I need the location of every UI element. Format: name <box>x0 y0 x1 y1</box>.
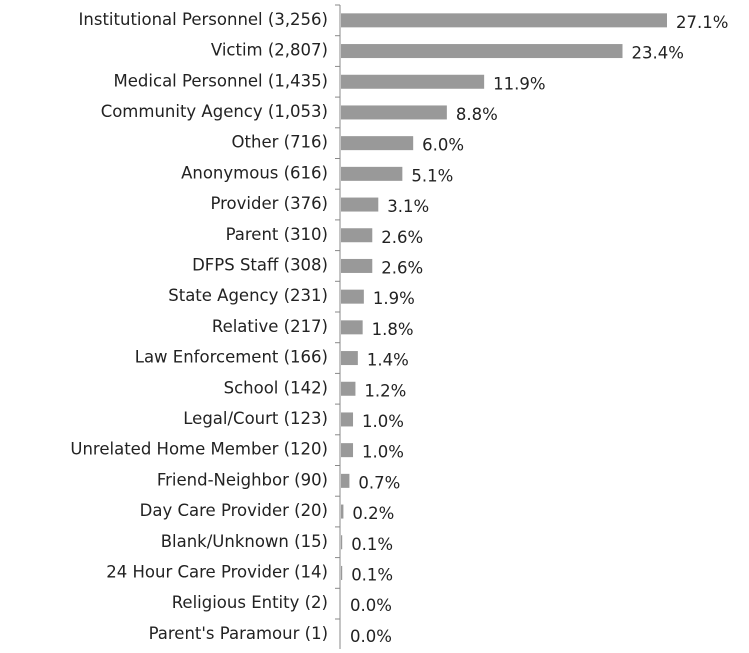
value-label: 8.8% <box>456 105 498 124</box>
category-label: 24 Hour Care Provider (14) <box>106 562 328 581</box>
bar <box>341 289 364 304</box>
bar <box>341 535 343 550</box>
bar <box>341 44 623 59</box>
value-label: 0.1% <box>351 535 393 554</box>
bar <box>341 105 447 120</box>
bar <box>341 381 356 396</box>
category-label: Anonymous (616) <box>181 163 328 182</box>
bar <box>341 228 373 243</box>
value-label: 2.6% <box>381 228 423 247</box>
category-label: Blank/Unknown (15) <box>161 532 328 551</box>
value-label: 3.1% <box>387 197 429 216</box>
category-label: DFPS Staff (308) <box>192 255 328 274</box>
value-label: 1.8% <box>372 320 414 339</box>
category-label: School (142) <box>224 378 328 397</box>
category-label: State Agency (231) <box>168 286 328 305</box>
value-label: 0.7% <box>358 473 400 492</box>
bar <box>341 473 350 488</box>
value-label: 1.9% <box>373 289 415 308</box>
value-label: 27.1% <box>676 13 728 32</box>
value-label: 2.6% <box>381 258 423 277</box>
value-label: 6.0% <box>422 136 464 155</box>
value-label: 5.1% <box>411 166 453 185</box>
category-label: Community Agency (1,053) <box>101 102 328 121</box>
category-label: Victim (2,807) <box>211 41 328 60</box>
value-label: 1.2% <box>364 381 406 400</box>
category-label: Other (716) <box>232 133 328 152</box>
value-label: 1.4% <box>367 351 409 370</box>
bar <box>341 136 414 151</box>
value-label: 1.0% <box>362 412 404 431</box>
value-label: 0.0% <box>350 596 392 615</box>
category-label: Religious Entity (2) <box>172 593 328 612</box>
category-label: Provider (376) <box>210 194 328 213</box>
value-label: 0.2% <box>352 504 394 523</box>
value-label: 11.9% <box>493 74 545 93</box>
category-label: Medical Personnel (1,435) <box>114 71 328 90</box>
value-label: 1.0% <box>362 443 404 462</box>
bar <box>341 504 344 519</box>
bar <box>341 13 667 28</box>
bar <box>341 412 354 427</box>
bar <box>341 320 363 335</box>
category-label: Day Care Provider (20) <box>140 501 328 520</box>
bar <box>341 197 379 212</box>
category-label: Parent's Paramour (1) <box>149 624 328 643</box>
category-label: Unrelated Home Member (120) <box>70 440 328 459</box>
bar <box>341 258 373 273</box>
value-label: 0.0% <box>350 627 392 646</box>
category-label: Law Enforcement (166) <box>135 348 328 367</box>
bar <box>341 351 358 366</box>
bar <box>341 74 485 89</box>
bar <box>341 443 354 458</box>
category-label: Legal/Court (123) <box>183 409 328 428</box>
bar <box>341 166 403 181</box>
category-label: Friend-Neighbor (90) <box>157 470 328 489</box>
category-label: Institutional Personnel (3,256) <box>79 10 328 29</box>
category-label: Parent (310) <box>226 225 328 244</box>
value-label: 23.4% <box>631 44 683 63</box>
category-label: Relative (217) <box>212 317 328 336</box>
value-label: 0.1% <box>351 565 393 584</box>
bar <box>341 565 343 580</box>
